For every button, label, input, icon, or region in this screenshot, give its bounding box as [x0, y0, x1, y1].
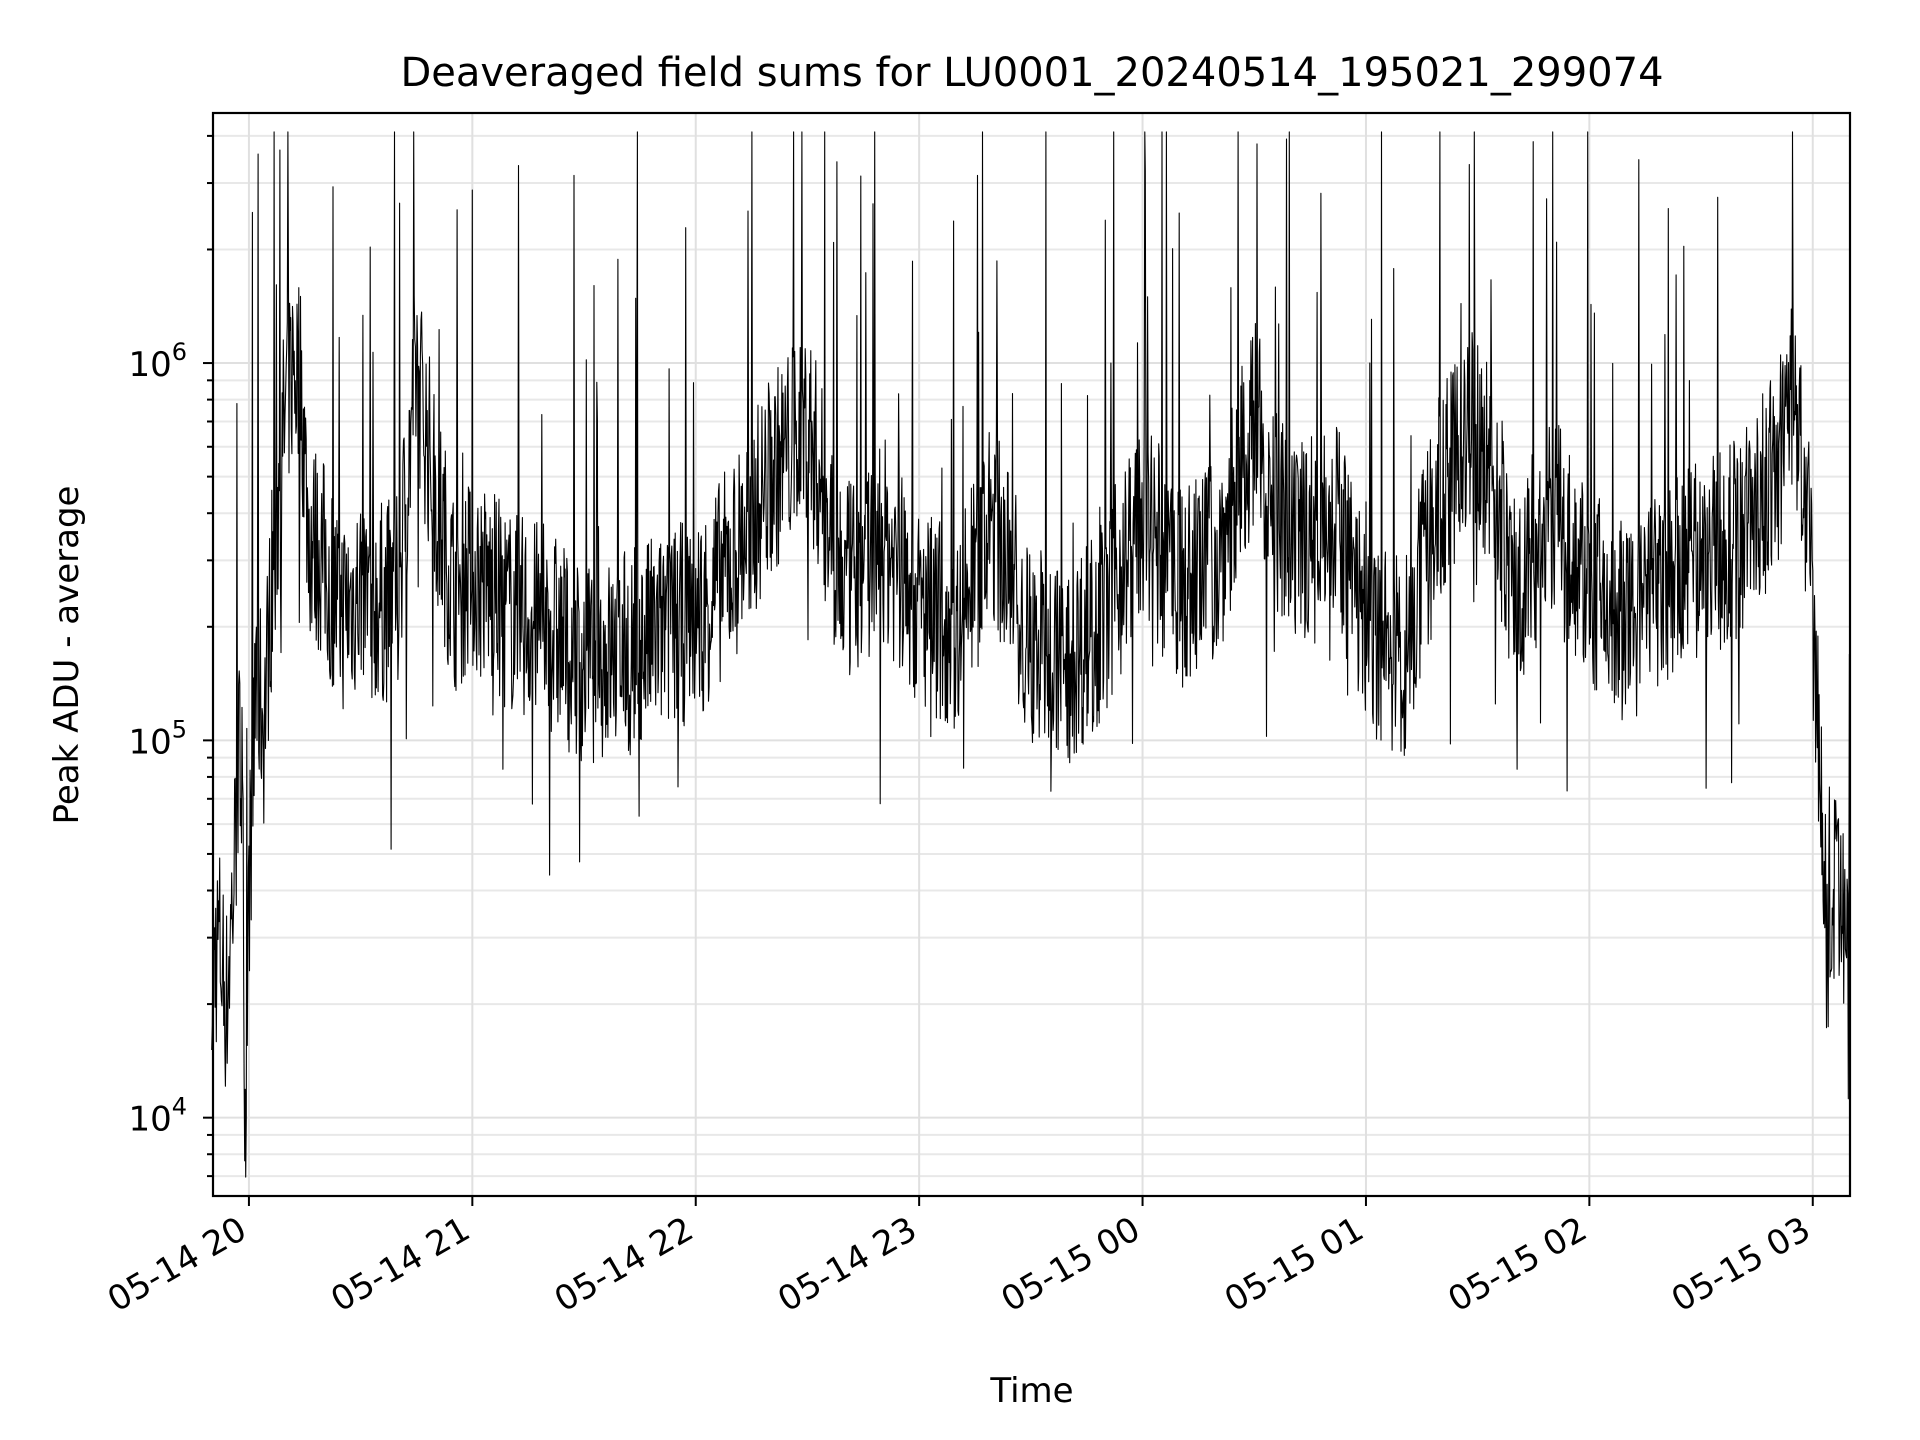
x-tick-label: 05-14 23 [771, 1209, 923, 1320]
chart-title: Deaveraged field sums for LU0001_2024051… [400, 50, 1663, 96]
x-tick-label: 05-15 01 [1218, 1209, 1370, 1320]
x-tick-label: 05-14 22 [548, 1209, 700, 1320]
y-tick-base: 10 [128, 722, 171, 762]
y-tick-label: 105 [128, 715, 187, 762]
plot-frame [211, 111, 1852, 1198]
x-tick-label: 05-14 21 [324, 1209, 476, 1320]
y-tick-base: 10 [128, 345, 171, 385]
y-tick-label: 106 [128, 338, 187, 385]
y-tick-exponent: 4 [172, 1093, 187, 1121]
series-line-0 [211, 131, 1851, 1178]
x-tick-label: 05-15 00 [995, 1209, 1147, 1320]
x-tick-label: 05-15 03 [1665, 1209, 1817, 1320]
y-tick-exponent: 6 [172, 338, 187, 366]
series-layer [211, 131, 1851, 1178]
y-tick-label: 104 [128, 1093, 187, 1140]
y-axis-label: Peak ADU - average [47, 486, 87, 825]
y-tick-base: 10 [128, 1100, 171, 1140]
x-axis-label: Time [989, 1371, 1073, 1411]
x-tick-label: 05-14 20 [101, 1209, 253, 1320]
y-tick-exponent: 5 [172, 715, 187, 743]
x-tick-label: 05-15 02 [1441, 1209, 1593, 1320]
